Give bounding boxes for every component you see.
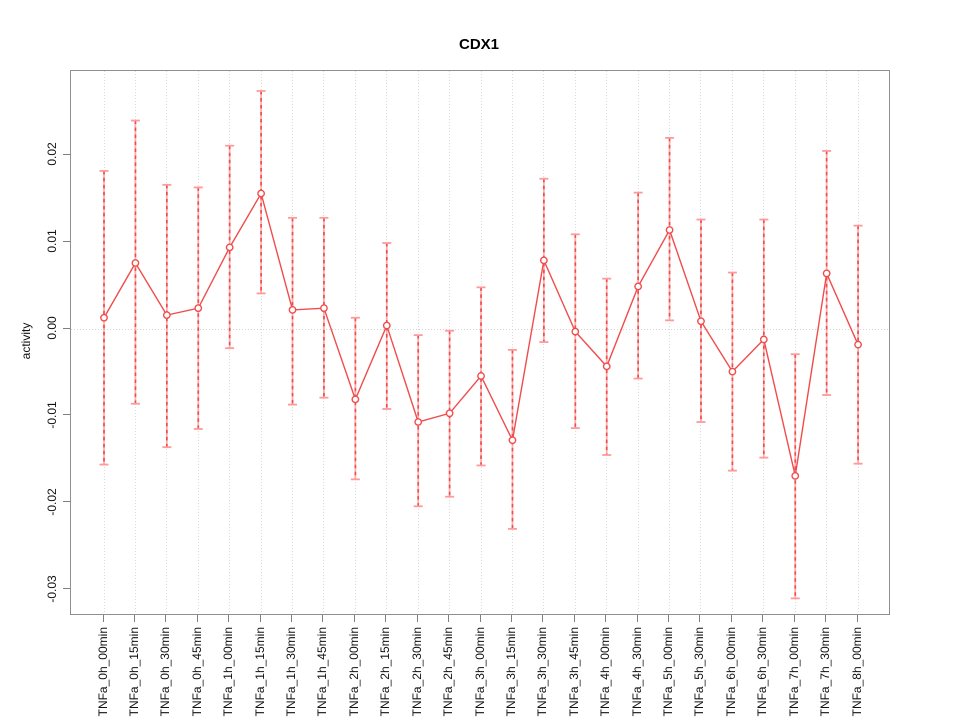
vertical-gridline [511,71,513,614]
y-axis-title: activity [19,322,33,360]
y-tick-label: 0.00 [45,316,59,340]
y-axis-tick [63,501,70,503]
y-tick-label: -0.01 [45,401,59,429]
x-axis-tick [510,614,512,622]
x-tick-label: TNFa_1h_15min [252,627,267,717]
x-tick-label: TNFa_3h_30min [535,627,550,717]
data-point-marker [100,313,108,322]
x-axis-tick [353,614,355,622]
y-tick-label: -0.02 [45,488,59,516]
data-point-marker [131,259,140,267]
data-point-marker [759,335,768,344]
x-tick-label: TNFa_0h_00min [95,627,110,717]
y-axis-tick [63,414,70,416]
data-point-marker [257,189,266,198]
x-tick-label: TNFa_5h_00min [661,627,676,717]
data-point-marker [822,269,831,278]
x-axis-tick [730,614,732,622]
data-point-marker [351,395,360,404]
x-axis-tick [605,614,607,622]
x-tick-label: TNFa_1h_30min [284,627,299,717]
x-axis-tick [573,614,575,622]
x-tick-label: TNFa_6h_30min [755,627,770,717]
chart-title: CDX1 [458,36,499,53]
data-point-marker [320,304,328,313]
x-tick-label: TNFa_2h_15min [378,627,393,717]
x-tick-label: TNFa_8h_00min [849,627,864,717]
x-tick-label: TNFa_6h_00min [723,627,738,717]
x-tick-label: TNFa_3h_00min [472,627,487,717]
x-tick-label: TNFa_2h_45min [441,627,456,717]
x-axis-tick [385,614,387,622]
data-point-marker [382,321,391,330]
x-axis-tick [793,614,795,622]
x-axis-tick [416,614,418,622]
data-point-marker [162,311,171,320]
vertical-gridline [794,71,796,614]
y-axis-tick [63,588,70,590]
y-tick-label: 0.02 [45,142,59,166]
x-axis-tick [825,614,827,622]
plot-area [70,70,890,615]
y-axis-tick [63,240,70,242]
y-axis-tick [63,327,70,329]
x-tick-label: TNFa_7h_00min [786,627,801,717]
x-axis-tick [322,614,324,622]
data-point-marker [414,418,423,426]
data-point-marker [445,409,454,418]
x-tick-label: TNFa_0h_15min [126,627,141,717]
x-tick-label: TNFa_3h_45min [566,627,581,717]
data-point-marker [791,471,800,480]
data-point-marker [697,317,705,326]
data-point-marker [665,226,674,234]
x-axis-tick [479,614,481,622]
x-tick-label: TNFa_0h_45min [189,627,204,717]
x-axis-tick [448,614,450,622]
x-tick-label: TNFa_2h_00min [346,627,361,717]
data-point-marker [571,327,580,336]
data-point-marker [854,340,862,349]
x-axis-tick [699,614,701,622]
vertical-gridline [260,71,262,614]
x-tick-label: TNFa_4h_30min [629,627,644,717]
x-axis-tick [636,614,638,622]
data-point-marker [194,304,203,313]
x-axis-tick [762,614,764,622]
data-point-marker [539,256,548,265]
x-tick-label: TNFa_3h_15min [503,627,518,717]
x-axis-tick [259,614,261,622]
x-axis-tick [291,614,293,622]
x-tick-label: TNFa_1h_00min [221,627,236,717]
data-point-marker [288,306,297,314]
x-axis-tick [102,614,104,622]
data-series-layer [99,90,863,600]
x-tick-label: TNFa_4h_00min [598,627,613,717]
x-tick-label: TNFa_2h_30min [409,627,424,717]
x-axis-tick [856,614,858,622]
x-axis-tick [133,614,135,622]
data-point-marker [634,282,643,291]
data-point-marker [225,243,234,252]
x-axis-tick [542,614,544,622]
vertical-gridline [669,71,671,614]
x-axis-tick [668,614,670,622]
x-tick-label: TNFa_1h_45min [315,627,330,717]
x-tick-label: TNFa_7h_30min [818,627,833,717]
x-axis-tick [228,614,230,622]
data-point-marker [602,362,611,371]
x-tick-label: TNFa_0h_30min [158,627,173,717]
y-axis-tick [63,153,70,155]
data-point-marker [508,436,517,445]
x-axis-tick [196,614,198,622]
data-point-marker [477,372,485,380]
y-tick-label: 0.01 [45,229,59,253]
zero-reference-line [71,328,889,330]
data-point-marker [728,367,737,376]
y-tick-label: -0.03 [45,574,59,603]
x-axis-tick [165,614,167,622]
x-tick-label: TNFa_5h_30min [692,627,707,717]
